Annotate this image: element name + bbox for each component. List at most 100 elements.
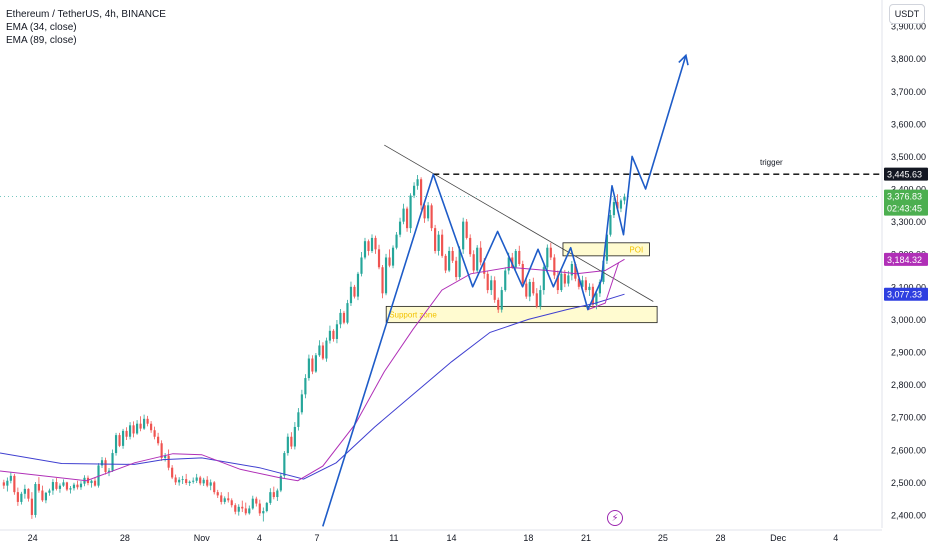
candle-body <box>420 179 423 206</box>
price-label-box <box>884 252 928 266</box>
candle-body <box>430 205 433 229</box>
candle-body <box>206 479 209 486</box>
candle-body <box>370 237 374 251</box>
candle-body <box>16 492 19 502</box>
candle-body <box>472 254 475 271</box>
candle-body <box>349 286 353 304</box>
candle-body <box>41 490 44 501</box>
candle-body <box>65 482 69 490</box>
candle-body <box>157 436 160 444</box>
candle-body <box>227 498 230 501</box>
candle-body <box>9 475 12 481</box>
x-tick-label: 21 <box>581 533 591 543</box>
candle-body <box>76 484 79 488</box>
candle-body <box>525 283 528 297</box>
candle-body <box>121 430 125 446</box>
candle-body <box>325 340 328 359</box>
candle-body <box>314 355 317 372</box>
candle-body <box>146 418 149 424</box>
candle-body <box>13 475 16 493</box>
candle-body <box>188 481 191 484</box>
candle-body <box>311 358 314 372</box>
candle-body <box>6 480 9 486</box>
candle-body <box>30 498 33 515</box>
candle-body <box>381 267 384 294</box>
candle-body <box>265 502 268 512</box>
candle-body <box>279 475 282 491</box>
candle-body <box>384 257 388 294</box>
candle-body <box>328 330 332 341</box>
candle-body <box>125 430 128 437</box>
candle-body <box>72 484 76 489</box>
candle-body <box>598 281 601 294</box>
candle-body <box>178 479 181 483</box>
legend-symbol[interactable]: Ethereum / TetherUS, 4h, BINANCE <box>6 9 166 20</box>
candle-body <box>339 312 342 325</box>
candle-body <box>465 221 468 238</box>
candle-body <box>248 508 251 514</box>
currency-button[interactable]: USDT <box>889 4 925 24</box>
candle-body <box>104 460 107 472</box>
candle-body <box>374 237 377 250</box>
candle-body <box>507 257 510 271</box>
candle-body <box>388 257 391 266</box>
countdown-label: 02:43:45 <box>887 204 922 214</box>
price-label-box <box>884 189 928 216</box>
candle-body <box>363 241 367 258</box>
x-tick-label: Dec <box>770 533 787 543</box>
x-tick-label: 4 <box>257 533 262 543</box>
candle-body <box>423 205 426 219</box>
chart-legend: Ethereum / TetherUS, 4h, BINANCE EMA (34… <box>6 8 166 47</box>
lightning-bolt-icon[interactable]: ⚡︎ <box>607 510 623 526</box>
candle-body <box>486 273 489 291</box>
candle-body <box>616 202 619 209</box>
candle-body <box>518 250 521 264</box>
candle-body <box>476 247 479 271</box>
candle-body <box>444 255 447 271</box>
candle-body <box>195 477 198 481</box>
x-tick-label: 4 <box>833 533 838 543</box>
y-tick-label: 3,000.00 <box>891 315 926 325</box>
y-tick-label: 2,500.00 <box>891 478 926 488</box>
candle-body <box>174 477 177 483</box>
y-tick-label: 3,900.00 <box>891 22 926 32</box>
candle-body <box>318 345 321 356</box>
candle-body <box>591 286 594 305</box>
candle-body <box>118 435 121 446</box>
candle-body <box>27 488 30 499</box>
candle-body <box>2 482 5 486</box>
legend-ema34[interactable]: EMA (34, close) <box>6 22 77 33</box>
legend-ema89[interactable]: EMA (89, close) <box>6 35 77 46</box>
candle-body <box>595 293 598 305</box>
candle-body <box>100 460 104 466</box>
candle-body <box>276 490 279 498</box>
candle-body <box>143 418 146 429</box>
candle-body <box>128 425 132 437</box>
poi-zone-label: POI <box>629 245 643 254</box>
candle-body <box>567 275 570 284</box>
y-tick-label: 2,900.00 <box>891 348 926 358</box>
candle-body <box>304 378 307 395</box>
candle-body <box>48 490 51 493</box>
candle-body <box>114 435 118 454</box>
candle-body <box>251 498 254 509</box>
candle-body <box>479 247 482 263</box>
candle-body <box>293 426 296 447</box>
candle-body <box>216 492 219 496</box>
candle-body <box>402 208 405 222</box>
candle-body <box>234 505 237 512</box>
candle-body <box>237 506 240 512</box>
candle-body <box>346 303 349 323</box>
x-tick-label: 18 <box>523 533 533 543</box>
candle-body <box>167 455 170 468</box>
candle-body <box>79 483 83 488</box>
candle-body <box>574 264 577 279</box>
candle-body <box>255 498 258 504</box>
candle-body <box>623 196 626 201</box>
candle-body <box>342 312 346 323</box>
candle-body <box>223 498 226 502</box>
support-zone-label: Support zone <box>389 311 437 320</box>
candle-body <box>542 267 545 291</box>
